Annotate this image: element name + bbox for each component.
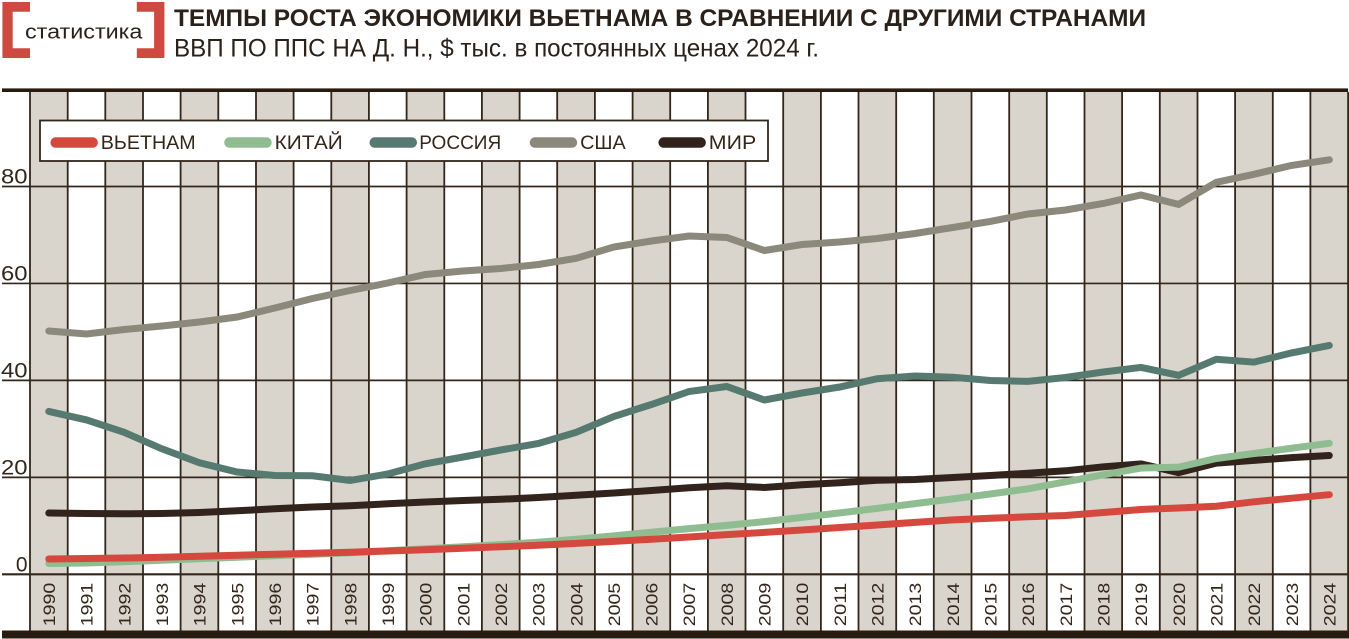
svg-text:2021: 2021 [1208,583,1227,627]
svg-text:статистика: статистика [25,22,143,44]
svg-text:60: 60 [1,263,28,286]
svg-text:2019: 2019 [1132,583,1151,627]
svg-text:1997: 1997 [304,583,323,627]
svg-text:1990: 1990 [40,583,59,627]
svg-text:ТЕМПЫ РОСТА ЭКОНОМИКИ ВЬЕТНАМА: ТЕМПЫ РОСТА ЭКОНОМИКИ ВЬЕТНАМА В СРАВНЕН… [174,5,1146,32]
svg-text:2009: 2009 [756,583,775,627]
svg-text:2012: 2012 [869,583,888,627]
svg-text:2010: 2010 [793,583,812,627]
svg-text:2020: 2020 [1170,583,1189,627]
svg-text:2014: 2014 [944,583,963,627]
svg-text:ВВП ПО ППС НА Д. Н., $ тыс. в: ВВП ПО ППС НА Д. Н., $ тыс. в постоянных… [174,35,819,63]
svg-text:2018: 2018 [1095,583,1114,627]
svg-text:2002: 2002 [492,583,511,627]
svg-text:МИР: МИР [709,133,756,154]
svg-text:2005: 2005 [605,583,624,627]
svg-text:2015: 2015 [982,583,1001,627]
svg-text:США: США [580,133,626,154]
svg-text:2007: 2007 [680,583,699,627]
svg-text:2024: 2024 [1321,583,1340,627]
svg-text:2003: 2003 [530,583,549,627]
svg-text:1995: 1995 [228,583,247,627]
svg-text:2011: 2011 [831,583,850,627]
svg-text:2022: 2022 [1245,583,1264,627]
svg-text:2016: 2016 [1019,583,1038,627]
svg-text:2004: 2004 [567,583,586,627]
svg-text:ВЬЕТНАМ: ВЬЕТНАМ [101,133,196,154]
svg-text:20: 20 [1,456,28,479]
svg-text:1993: 1993 [153,583,172,627]
svg-text:1996: 1996 [266,583,285,627]
svg-text:2013: 2013 [906,583,925,627]
svg-text:1992: 1992 [115,583,134,627]
svg-text:2017: 2017 [1057,583,1076,627]
svg-text:2008: 2008 [718,583,737,627]
svg-text:2023: 2023 [1283,583,1302,627]
svg-text:РОССИЯ: РОССИЯ [419,133,501,154]
svg-text:1991: 1991 [78,583,97,627]
svg-text:2006: 2006 [643,583,662,627]
svg-text:1994: 1994 [191,583,210,627]
svg-text:40: 40 [1,359,28,382]
svg-text:0: 0 [16,553,28,576]
svg-text:80: 80 [1,166,28,189]
svg-text:2001: 2001 [454,583,473,627]
svg-text:1998: 1998 [341,583,360,627]
svg-text:1999: 1999 [379,583,398,627]
svg-text:2000: 2000 [417,583,436,627]
svg-text:КИТАЙ: КИТАЙ [275,132,343,154]
